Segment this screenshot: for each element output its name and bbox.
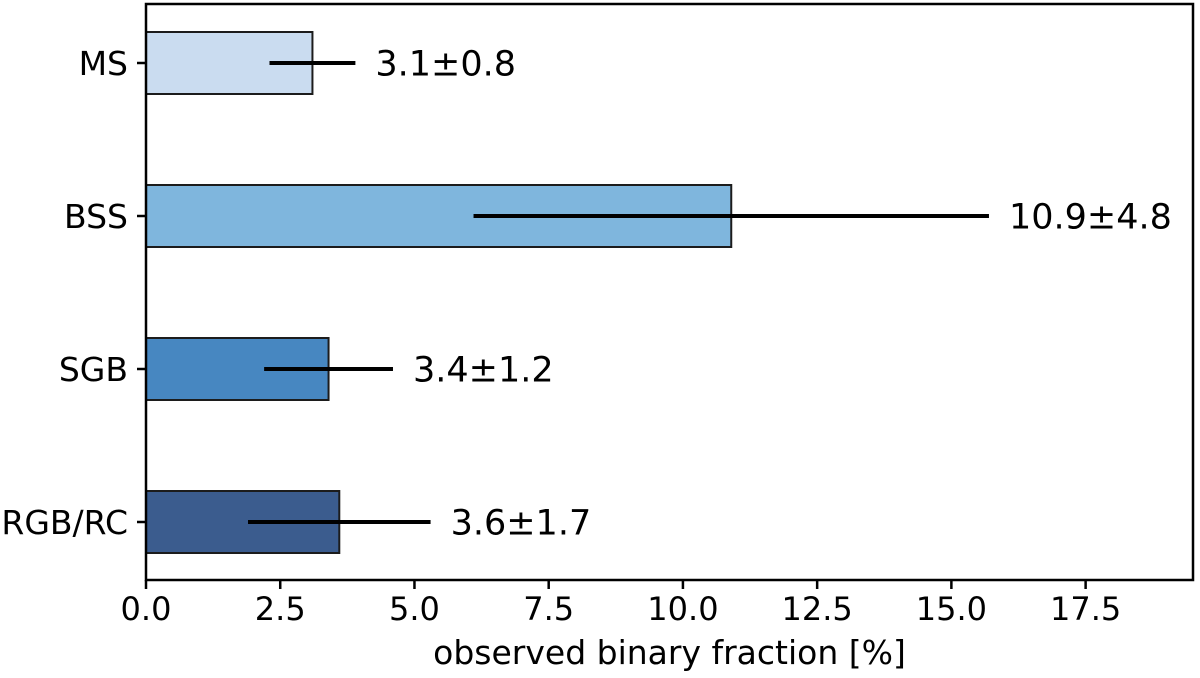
x-tick-label: 0.0 [121,590,172,628]
y-axis: MS BSS SGB RGB/RC [1,44,146,542]
bars-layer [145,31,733,554]
x-tick-label: 7.5 [523,590,574,628]
x-axis: 0.0 2.5 5.0 7.5 10.0 12.5 15.0 17.5 [121,580,1121,628]
y-tick-label: MS [79,44,128,83]
y-tick-label: RGB/RC [1,503,128,542]
value-label: 3.1±0.8 [375,45,516,85]
value-label: 10.9±4.8 [1009,198,1172,238]
x-tick-label: 2.5 [255,590,306,628]
x-tick-label: 12.5 [782,590,853,628]
x-tick-label: 15.0 [916,590,987,628]
plot-border [144,2,1195,582]
y-tick-label: BSS [64,197,128,236]
value-label: 3.6±1.7 [451,504,592,544]
x-axis-label: observed binary fraction [%] [433,633,906,672]
x-tick-label: 5.0 [389,590,440,628]
value-labels-layer: 3.1±0.8 10.9±4.8 3.4±1.2 3.6±1.7 [375,45,1171,544]
error-bars-layer [248,61,989,524]
x-tick-label: 17.5 [1050,590,1121,628]
x-tick-label: 10.0 [647,590,718,628]
value-label: 3.4±1.2 [413,351,554,391]
y-tick-label: SGB [59,350,128,389]
